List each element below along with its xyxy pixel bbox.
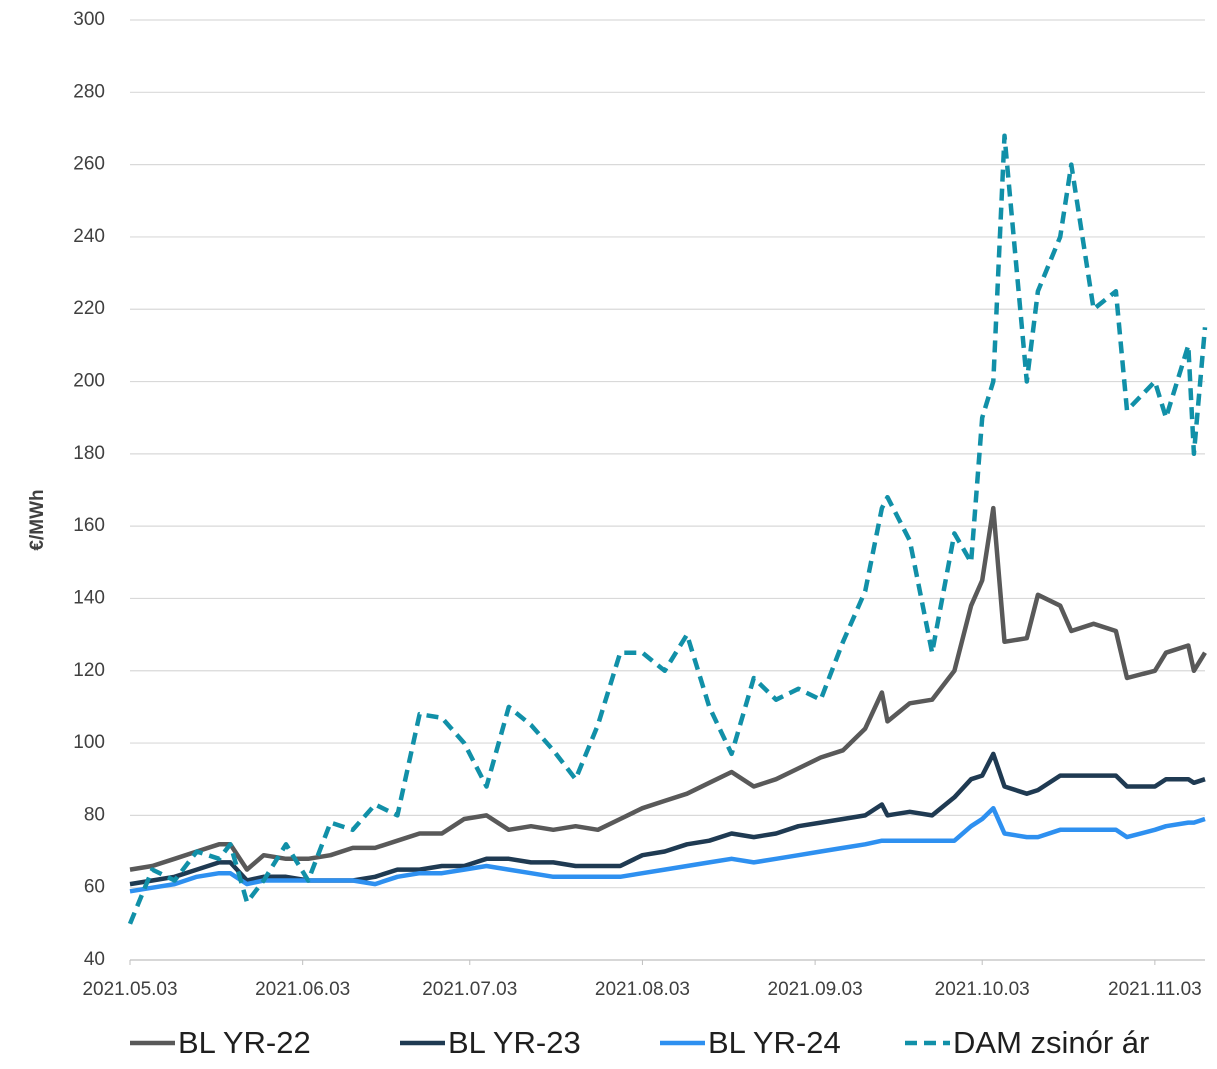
y-tick-label: 280 [73, 81, 105, 102]
y-tick-label: 160 [73, 515, 105, 536]
y-tick-label: 220 [73, 298, 105, 319]
x-tick-label: 2021.11.03 [1108, 979, 1202, 1000]
line-series [127, 133, 1208, 925]
y-tick-label: 60 [84, 877, 105, 898]
y-tick-label: 240 [73, 226, 105, 247]
x-tick-label: 2021.10.03 [935, 979, 1030, 1000]
legend-label: DAM zsinór ár [953, 1025, 1149, 1060]
legend-label: BL YR-24 [708, 1025, 841, 1060]
y-axis-label: €/MWh [27, 489, 48, 550]
x-tick-label: 2021.07.03 [422, 979, 517, 1000]
y-tick-label: 140 [73, 587, 105, 608]
y-tick-label: 260 [73, 154, 105, 175]
x-tick-label: 2021.05.03 [82, 979, 177, 1000]
y-tick-label: 100 [73, 732, 105, 753]
y-tick-label: 40 [84, 949, 105, 970]
x-tick-label: 2021.08.03 [595, 979, 690, 1000]
y-tick-label: 200 [73, 371, 105, 392]
y-tick-label: 180 [73, 443, 105, 464]
x-tick-label: 2021.06.03 [255, 979, 350, 1000]
line-series [129, 505, 1207, 872]
legend-label: BL YR-23 [448, 1025, 581, 1060]
legend-label: BL YR-22 [178, 1025, 311, 1060]
y-tick-label: 300 [73, 9, 105, 30]
line-series [129, 751, 1206, 887]
y-tick-label: 120 [73, 660, 105, 681]
y-tick-label: 80 [84, 804, 105, 825]
x-tick-label: 2021.09.03 [768, 979, 863, 1000]
line-series [129, 805, 1206, 894]
